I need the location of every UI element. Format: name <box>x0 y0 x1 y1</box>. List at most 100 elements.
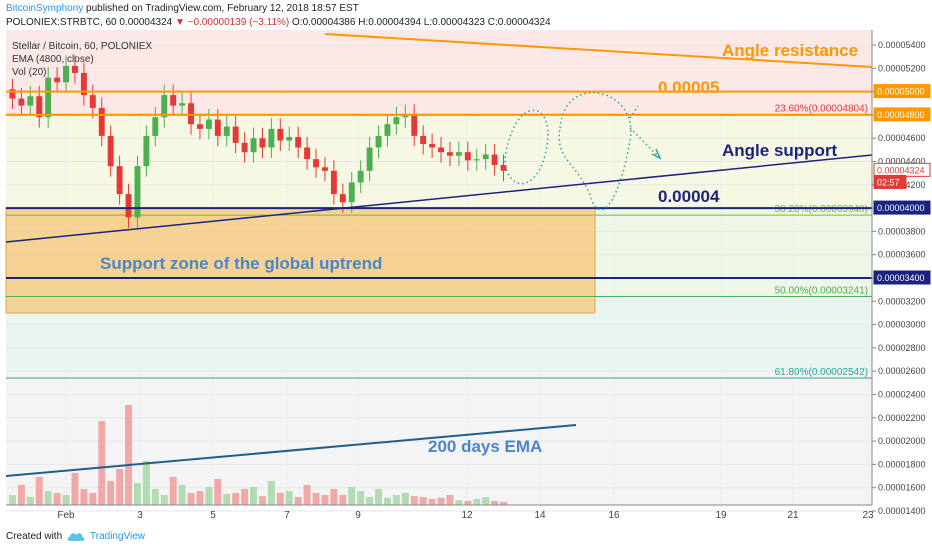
x-tick-label: 16 <box>608 510 620 521</box>
volume-bar <box>214 479 222 505</box>
y-tick-label: 0.00002200 <box>878 413 926 423</box>
candle <box>214 119 221 136</box>
candle <box>438 147 444 153</box>
legend-title: Stellar / Bitcoin, 60, POLONIEX <box>12 41 152 52</box>
candle <box>259 138 266 148</box>
y-tick-label: 0.00003600 <box>878 250 926 260</box>
candle <box>9 89 16 99</box>
x-tick-label: 19 <box>715 510 727 521</box>
candle <box>277 128 284 141</box>
angle-support-label[interactable]: Angle support <box>722 141 838 160</box>
x-tick-label: 14 <box>534 510 546 521</box>
volume-bar <box>44 491 52 505</box>
volume-bar <box>437 497 445 505</box>
tradingview-cloud-icon[interactable] <box>66 530 86 542</box>
volume-bar <box>116 469 124 505</box>
candles <box>9 55 507 228</box>
candle <box>134 166 141 218</box>
fib-label: 38.20%(0.00003940) <box>775 204 868 215</box>
candle <box>152 117 159 136</box>
volume-bar <box>160 495 168 505</box>
volume-bar <box>330 489 338 505</box>
created-with-text: Created with <box>6 531 63 542</box>
volume-bar <box>392 495 400 505</box>
y-tick-label: 0.00003800 <box>878 226 926 236</box>
volume-bar <box>178 485 186 505</box>
volume-bar <box>142 461 150 505</box>
volume-bar <box>250 487 257 505</box>
candle <box>143 135 150 167</box>
volume-bar <box>473 499 481 505</box>
projection-arrowhead <box>651 148 662 160</box>
candle <box>286 137 293 141</box>
y-tick-label: 0.00005200 <box>878 63 926 73</box>
ema200-line[interactable] <box>5 424 577 477</box>
volume-bar <box>89 493 97 505</box>
published-text: published on TradingView.com, February 1… <box>86 3 359 14</box>
angle-support-line[interactable] <box>5 154 873 243</box>
horizontal-levels[interactable] <box>6 90 872 279</box>
footer: Created with TradingView <box>0 522 932 550</box>
volume-bar <box>428 499 436 505</box>
x-tick-label: 12 <box>461 510 473 521</box>
candle <box>366 147 373 171</box>
volume-bar <box>339 495 347 505</box>
volume-bar <box>500 501 507 505</box>
x-tick-label: 23 <box>862 510 874 521</box>
fib-label: 61.80%(0.00002542) <box>775 367 868 378</box>
candle <box>295 137 302 148</box>
volume-bar <box>241 489 249 505</box>
y-tick-label: 0.00002800 <box>878 343 926 353</box>
candle <box>188 103 194 125</box>
candle <box>482 154 489 160</box>
volume-bar <box>455 500 463 505</box>
volume-bars <box>9 405 507 505</box>
y-tick-label: 0.00001800 <box>878 459 926 469</box>
ohlc-values: O:0.00004386 H:0.00004394 L:0.00004323 C… <box>292 17 551 28</box>
price-tag-label: 02:57 <box>877 177 900 187</box>
y-tick-label: 0.00004400 <box>878 157 926 167</box>
level-40-label[interactable]: 0.00004 <box>658 187 720 206</box>
candle <box>232 126 239 143</box>
candle <box>402 114 409 118</box>
candle <box>223 126 230 136</box>
volume-bar <box>223 493 231 505</box>
volume-bar <box>384 497 391 505</box>
x-tick-label: 3 <box>137 510 143 521</box>
price-tags: 0.00005000 0.00004800 0.00004324 02:57 0.000… <box>873 84 931 285</box>
candle <box>27 96 34 106</box>
support-zone-label[interactable]: Support zone of the global uptrend <box>100 254 382 273</box>
volume-bar <box>321 495 329 505</box>
candle <box>500 164 507 171</box>
projection-curve-1[interactable] <box>504 109 549 185</box>
volume-bar <box>491 501 499 505</box>
ema200-label[interactable]: 200 days EMA <box>428 437 542 456</box>
candle <box>80 72 87 96</box>
candle <box>72 65 78 73</box>
candle <box>491 154 498 165</box>
volume-bar <box>312 493 320 505</box>
volume-bar <box>482 497 490 505</box>
support-zone[interactable] <box>5 207 596 314</box>
candle <box>420 135 427 145</box>
candle <box>473 159 480 161</box>
tradingview-link[interactable]: TradingView <box>90 531 146 542</box>
candle <box>241 142 248 153</box>
price-tag-label: 0.00004324 <box>877 165 925 175</box>
candle <box>393 117 400 125</box>
level-50-label[interactable]: 0.00005 <box>658 78 719 97</box>
candle <box>411 114 418 136</box>
x-axis-ticks: Feb 3 5 7 9 12 14 16 19 21 23 <box>57 510 874 521</box>
price-chart[interactable]: 23.60%(0.00004804)38.20%(0.00003940)50.0… <box>0 30 932 522</box>
x-tick-label: 5 <box>210 510 216 521</box>
author-link[interactable]: BitcoinSymphony <box>6 3 84 14</box>
angle-resistance-line[interactable] <box>324 33 873 68</box>
angle-resistance-label[interactable]: Angle resistance <box>722 41 858 60</box>
y-tick-label: 0.00004600 <box>878 133 926 143</box>
volume-bar <box>35 477 43 505</box>
volume-bar <box>348 487 356 505</box>
candle <box>36 96 43 118</box>
candle <box>250 138 257 153</box>
x-tick-label: 7 <box>284 510 290 521</box>
volume-bar <box>303 485 311 505</box>
